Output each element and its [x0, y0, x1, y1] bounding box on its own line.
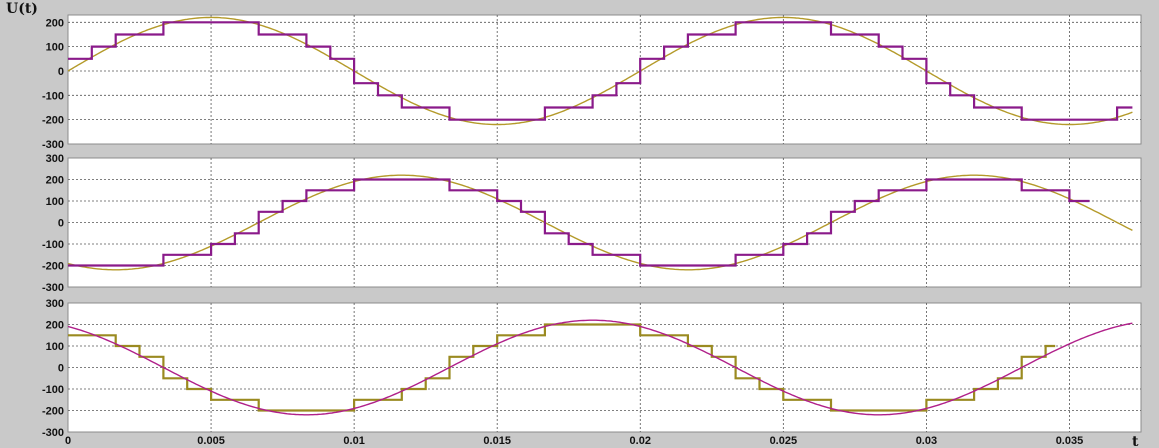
- top-panel-y-tick-label: -300: [42, 139, 64, 151]
- top-panel-y-tick-label: -200: [42, 115, 64, 127]
- bottom-panel-y-tick-label: 0: [58, 363, 64, 375]
- middle-panel: 300 200 100 0 -100 -200 -300: [42, 153, 1142, 294]
- middle-panel-y-tick-label: -300: [42, 282, 64, 294]
- middle-panel-sine-series: [67, 174, 1133, 271]
- bottom-panel-y-tick-label: -100: [42, 384, 64, 396]
- top-panel-y-tick-label: 200: [46, 17, 64, 29]
- bottom-panel-y-tick-label: 100: [46, 341, 64, 353]
- bottom-panel-y-tick-label: -200: [42, 406, 64, 418]
- top-panel-plot-area: [67, 14, 1142, 145]
- middle-panel-y-tick-label: 100: [46, 196, 64, 208]
- bottom-panel-sine-series: [67, 319, 1133, 416]
- middle-panel-y-tick-label: 200: [46, 175, 64, 187]
- bottom-panel-y-tick-label: -300: [42, 427, 64, 439]
- bottom-panel-x-tick-label: 0.03: [916, 435, 937, 447]
- bottom-panel-x-tick-label: 0: [65, 435, 71, 447]
- x-axis-label: t: [1132, 434, 1139, 448]
- top-panel-y-tick-label: 100: [46, 42, 64, 54]
- middle-panel-y-tick-label: 300: [46, 153, 64, 165]
- bottom-panel-y-tick-label: 200: [46, 320, 64, 332]
- y-axis-label: U(t): [6, 1, 38, 17]
- bottom-panel-x-tick-label: 0.015: [483, 435, 511, 447]
- bottom-panel-y-tick-label: 300: [46, 298, 64, 310]
- top-panel-sine-series: [67, 16, 1133, 126]
- middle-panel-y-tick-label: -100: [42, 239, 64, 251]
- bottom-panel-x-tick-label: 0.035: [1056, 435, 1084, 447]
- bottom-panel-x-tick-label: 0.025: [770, 435, 798, 447]
- middle-panel-y-tick-label: 0: [58, 218, 64, 230]
- bottom-panel-x-tick-label: 0.02: [630, 435, 651, 447]
- middle-panel-stepped-series: [68, 178, 1090, 267]
- middle-panel-y-tick-label: -200: [42, 261, 64, 273]
- top-panel-y-tick-label: -100: [42, 90, 64, 102]
- top-panel-y-tick-label: 0: [58, 66, 64, 78]
- bottom-panel-x-tick-label: 0.01: [343, 435, 364, 447]
- top-panel: 200 100 0 -100 -200 -300 U(t): [6, 1, 1142, 151]
- top-panel-stepped-series: [68, 21, 1133, 121]
- bottom-panel-x-tick-label: 0.005: [197, 435, 225, 447]
